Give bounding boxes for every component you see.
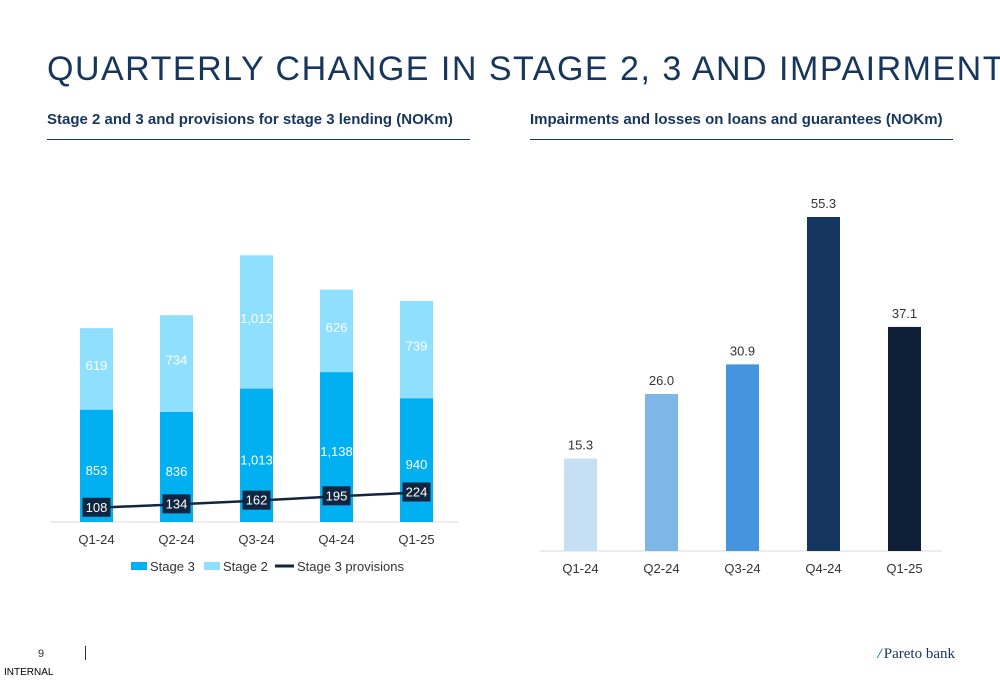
- data-label-stage3: 836: [166, 464, 188, 479]
- classification-label: INTERNAL: [4, 667, 54, 678]
- data-label-box-provisions: [322, 486, 351, 506]
- bar-impairments: [888, 326, 921, 551]
- bar-impairments: [564, 458, 597, 551]
- data-label-impairments: 37.1: [892, 306, 917, 321]
- data-label-box-provisions: [162, 494, 191, 514]
- legend-swatch-stage3: [131, 562, 147, 570]
- bar-impairments: [726, 364, 759, 551]
- page-number: 9: [38, 648, 45, 660]
- data-label-stage3: 853: [86, 463, 108, 478]
- data-label-stage3: 1,013: [240, 452, 273, 467]
- data-label-provisions: 162: [246, 493, 268, 508]
- data-label-box-provisions: [242, 490, 271, 510]
- footer-divider: [85, 646, 86, 660]
- x-tick-label: Q4-24: [318, 532, 354, 547]
- data-label-impairments: 26.0: [649, 373, 674, 388]
- x-tick-label: Q1-24: [78, 532, 114, 547]
- bar-stage2: [240, 255, 273, 389]
- brand-name: Pareto bank: [883, 646, 955, 662]
- data-label-stage2: 1,012: [240, 311, 273, 326]
- x-tick-label: Q3-24: [238, 532, 274, 547]
- data-label-box-provisions: [402, 482, 431, 502]
- bar-stage2: [320, 289, 353, 373]
- x-tick-label: Q2-24: [643, 561, 679, 576]
- data-label-impairments: 55.3: [811, 196, 836, 211]
- right-chart-title: Impairments and losses on loans and guar…: [530, 111, 943, 128]
- data-label-provisions: 224: [406, 484, 428, 499]
- bar-stage2: [80, 328, 113, 410]
- bar-impairments: [645, 393, 678, 551]
- data-label-provisions: 134: [166, 496, 188, 511]
- legend-label-stage3: Stage 3: [150, 559, 195, 574]
- data-label-provisions: 195: [326, 488, 348, 503]
- legend-label-provisions: Stage 3 provisions: [297, 559, 404, 574]
- data-label-stage2: 739: [406, 339, 428, 354]
- x-tick-label: Q3-24: [724, 561, 760, 576]
- data-label-box-provisions: [82, 497, 111, 517]
- bar-stage2: [160, 315, 193, 412]
- data-label-impairments: 15.3: [568, 438, 593, 453]
- data-label-stage3: 940: [406, 457, 428, 472]
- x-tick-label: Q2-24: [158, 532, 194, 547]
- data-label-provisions: 108: [86, 500, 108, 515]
- bar-impairments: [807, 217, 840, 551]
- x-tick-label: Q4-24: [805, 561, 841, 576]
- brand-logo: / Pareto bank: [878, 646, 955, 663]
- data-label-stage2: 626: [326, 320, 348, 335]
- right-title-rule: [530, 139, 953, 140]
- data-label-stage2: 619: [86, 358, 108, 373]
- bar-stage2: [400, 300, 433, 399]
- data-label-stage2: 734: [166, 353, 188, 368]
- data-label-stage3: 1,138: [320, 444, 353, 459]
- brand-mark: /: [877, 646, 882, 662]
- data-label-impairments: 30.9: [730, 343, 755, 358]
- legend-label-stage2: Stage 2: [223, 559, 268, 574]
- x-tick-label: Q1-25: [398, 532, 434, 547]
- left-chart-title: Stage 2 and 3 and provisions for stage 3…: [47, 111, 453, 128]
- left-title-rule: [47, 139, 470, 140]
- x-tick-label: Q1-24: [562, 561, 598, 576]
- legend-swatch-stage2: [204, 562, 220, 570]
- x-tick-label: Q1-25: [886, 561, 922, 576]
- page-title: QUARTERLY CHANGE IN STAGE 2, 3 AND IMPAI…: [47, 50, 1000, 88]
